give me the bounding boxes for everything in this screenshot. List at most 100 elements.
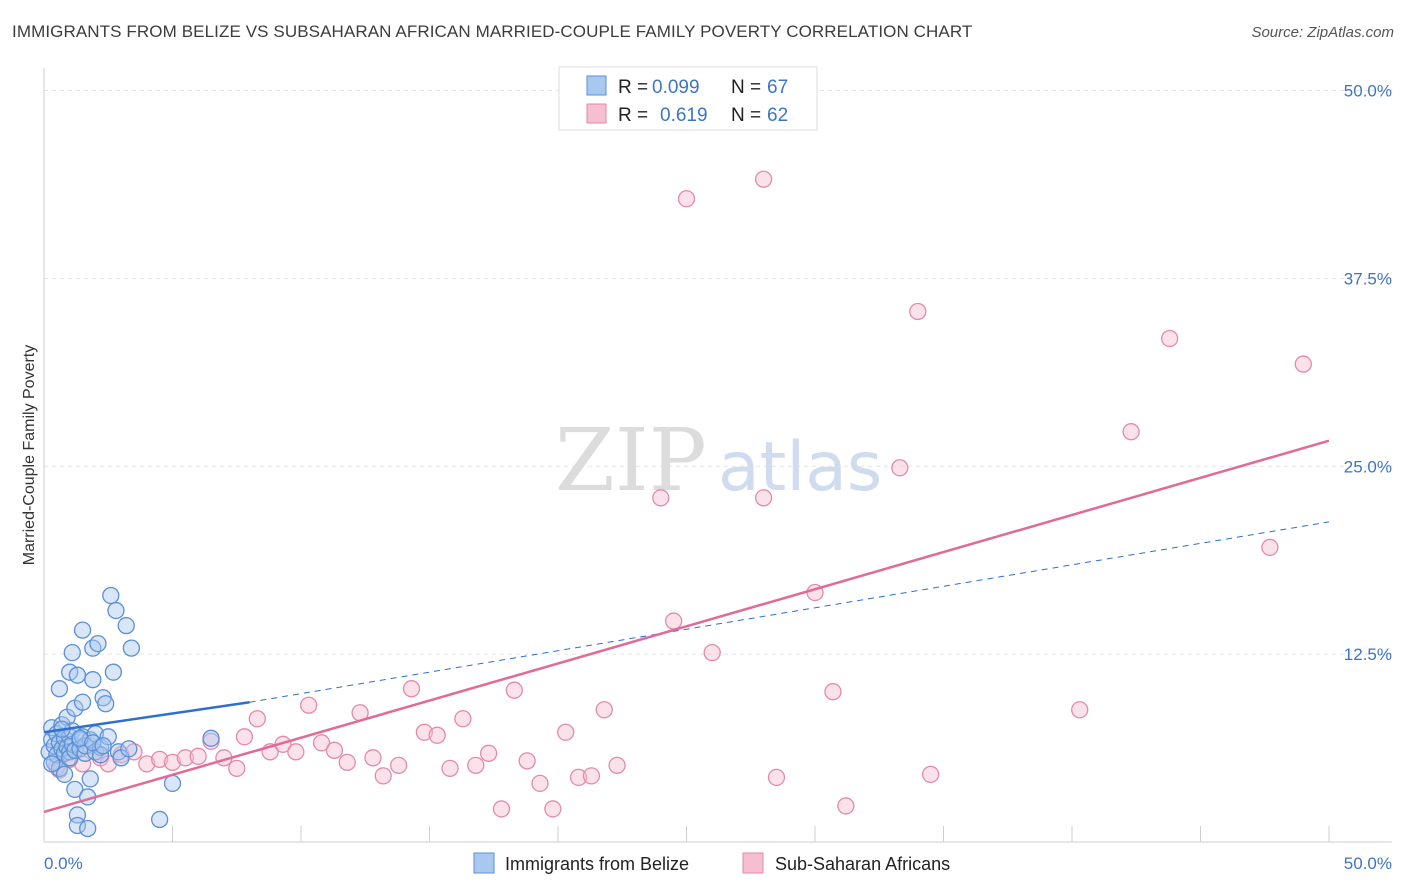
point-african: [909, 302, 927, 321]
legend-n-label-african: N =: [731, 105, 761, 126]
point-african: [505, 681, 523, 699]
y-axis-label: Married-Couple Family Poverty: [21, 345, 38, 566]
point-african: [189, 747, 207, 765]
point-belize: [89, 634, 107, 653]
bottom-legend-swatch-african: [742, 852, 764, 874]
point-african: [1294, 355, 1312, 373]
grid-lines: [44, 90, 1392, 655]
point-african: [824, 683, 842, 701]
trend-belize-solid: [43, 700, 250, 734]
point-african: [228, 759, 246, 778]
watermark-zip: ZIP: [555, 411, 707, 511]
watermark: ZIP atlas: [555, 411, 882, 511]
legend-box: R = 0.099 N = 67 R = 0.619 N = 62: [558, 66, 818, 131]
point-african: [891, 459, 909, 477]
point-african: [248, 710, 266, 728]
point-belize: [81, 770, 99, 788]
y-tick-labels: 12.5% 25.0% 37.5% 50.0%: [1344, 82, 1392, 665]
point-belize: [99, 728, 117, 746]
point-belize: [94, 737, 112, 755]
point-african: [441, 759, 459, 778]
y-tick-label: 37.5%: [1344, 269, 1392, 288]
legend-swatch-african: [586, 103, 607, 124]
point-belize: [73, 621, 92, 639]
point-belize: [68, 666, 87, 684]
point-african: [703, 643, 721, 662]
point-belize: [102, 586, 120, 605]
legend-r-label-belize: R =: [618, 77, 648, 98]
point-african: [922, 765, 940, 784]
point-african: [652, 489, 670, 507]
trend-lines: [43, 439, 1330, 814]
trend-african: [43, 439, 1330, 814]
point-african: [492, 800, 511, 818]
point-belize: [104, 663, 123, 681]
trend-belize-dashed: [249, 521, 1330, 703]
legend-n-value-belize: 67: [767, 77, 788, 98]
y-tick-label: 50.0%: [1344, 82, 1392, 101]
point-african: [428, 726, 446, 744]
point-belize: [163, 774, 182, 793]
point-african: [665, 612, 683, 630]
point-african: [479, 744, 498, 762]
point-african: [531, 774, 549, 793]
point-african: [300, 696, 318, 714]
x-tick-label-max: 50.0%: [1344, 854, 1392, 873]
point-african: [390, 756, 408, 775]
point-belize: [55, 765, 74, 784]
point-belize: [84, 671, 102, 689]
bottom-legend-swatch-belize: [473, 852, 495, 874]
point-belize: [122, 639, 141, 657]
legend-n-value-african: 62: [767, 105, 788, 126]
point-african: [569, 768, 588, 787]
x-tick-marks: [172, 826, 1330, 842]
bottom-legend: Immigrants from Belize Sub-Saharan Afric…: [473, 852, 950, 874]
y-tick-label: 12.5%: [1344, 645, 1392, 664]
point-african: [176, 749, 195, 767]
chart-title: IMMIGRANTS FROM BELIZE VS SUBSAHARAN AFR…: [12, 22, 973, 41]
point-african: [582, 767, 601, 785]
bottom-legend-label-african: Sub-Saharan Africans: [775, 854, 950, 874]
point-african: [1261, 538, 1279, 557]
point-african: [677, 190, 696, 208]
point-belize: [73, 693, 92, 711]
point-african: [150, 750, 169, 768]
point-african: [374, 767, 392, 785]
point-african: [1122, 423, 1140, 441]
point-african: [544, 800, 562, 818]
source-label: Source: ZipAtlas.com: [1251, 24, 1394, 41]
x-tick-label-min: 0.0%: [44, 854, 83, 873]
point-belize: [71, 729, 89, 747]
point-belize: [79, 819, 97, 838]
point-african: [767, 768, 786, 787]
point-african: [415, 723, 434, 741]
point-african: [1071, 701, 1089, 719]
point-belize: [50, 680, 69, 698]
watermark-atlas: atlas: [718, 428, 882, 507]
point-african: [364, 749, 382, 767]
point-belize: [120, 740, 138, 758]
series-african-points: [48, 170, 1312, 818]
point-african: [287, 743, 305, 761]
point-belize: [43, 755, 61, 773]
point-african: [235, 728, 254, 746]
point-african: [1161, 329, 1179, 348]
point-african: [837, 797, 855, 815]
point-african: [312, 734, 331, 752]
point-belize: [150, 810, 169, 829]
point-african: [402, 680, 421, 698]
point-african: [338, 753, 356, 771]
axes: [43, 68, 1392, 843]
point-belize: [63, 643, 81, 662]
point-belize: [202, 729, 220, 747]
point-african: [557, 723, 575, 741]
series-belize-points: [40, 586, 220, 838]
point-african: [754, 170, 773, 188]
point-belize: [66, 780, 84, 799]
point-belize: [97, 695, 115, 713]
point-african: [467, 756, 485, 775]
point-belize: [84, 734, 102, 752]
legend-r-label-african: R =: [618, 105, 648, 126]
y-tick-label: 25.0%: [1344, 457, 1392, 476]
